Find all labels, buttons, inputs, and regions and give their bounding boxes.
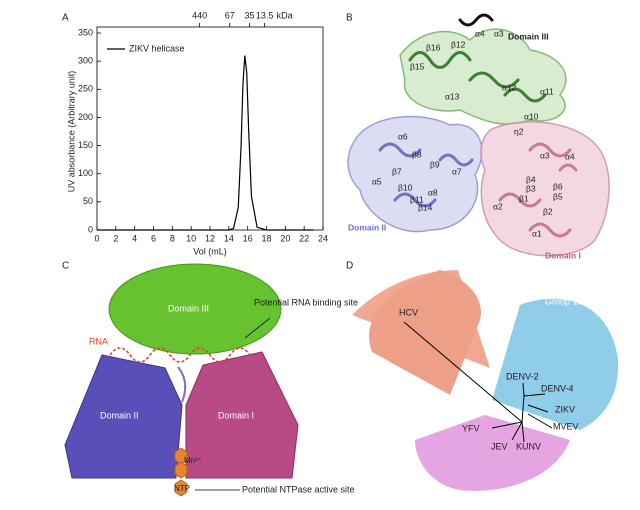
x2-tick-label: 67 bbox=[225, 10, 235, 20]
x2-tick-label: 35 bbox=[245, 10, 255, 20]
ss-label: α4 bbox=[475, 28, 485, 38]
leaf-label: ZIKV bbox=[555, 404, 575, 414]
ss-label: β10 bbox=[398, 182, 413, 192]
ss-label: α10 bbox=[524, 111, 539, 121]
legend-label: ZIKV helicase bbox=[129, 43, 185, 53]
leaf-label: YFV bbox=[462, 423, 480, 433]
tree-diagram: Group 2 Group 1a Group 1b HCV DENV-2 DEN… bbox=[352, 270, 619, 491]
ss-label: β1 bbox=[519, 193, 529, 203]
x-tick-label: 4 bbox=[132, 233, 137, 243]
y-tick-label: 350 bbox=[78, 27, 93, 37]
domain-label: Domain III bbox=[168, 303, 209, 313]
ss-label: β9 bbox=[430, 159, 440, 169]
y-axis-label: UV absorbance (Arbitrary unit) bbox=[66, 71, 76, 193]
x-tick-label: 18 bbox=[261, 233, 271, 243]
x-tick-label: 12 bbox=[205, 233, 215, 243]
panel-label: A bbox=[62, 13, 69, 24]
plot-frame bbox=[96, 26, 324, 231]
ss-label: α5 bbox=[372, 176, 382, 186]
panel-label: D bbox=[346, 261, 353, 272]
domain-label: Domain III bbox=[508, 31, 549, 41]
annotation: Mn²⁺ bbox=[184, 456, 202, 465]
y-tick-label: 200 bbox=[78, 112, 93, 122]
leaf-label: JEV bbox=[491, 441, 508, 451]
ss-label: β8 bbox=[412, 149, 422, 159]
annotation: Potential NTPase active site bbox=[242, 484, 355, 494]
x-tick-label: 20 bbox=[280, 233, 290, 243]
annotation: NTP bbox=[174, 484, 190, 493]
chart: 0 2 4 6 8 10 12 14 16 18 20 22 240501001502002503003… bbox=[66, 10, 328, 256]
x-tick-label: 2 bbox=[113, 233, 118, 243]
leaf-label: DENV-2 bbox=[506, 371, 539, 381]
ss-label: β4 bbox=[526, 174, 536, 184]
y-tick-label: 300 bbox=[78, 56, 93, 66]
ss-label: α7 bbox=[452, 166, 462, 176]
group-label: Group 1a bbox=[545, 296, 583, 306]
y-tick-label: 0 bbox=[88, 224, 93, 234]
x-tick-label: 6 bbox=[151, 233, 156, 243]
ss-label: β11 bbox=[410, 194, 424, 204]
y-tick-label: 250 bbox=[78, 84, 93, 94]
y-tick-label: 50 bbox=[83, 196, 93, 206]
group-label: Group 1b bbox=[400, 476, 438, 486]
group-label: Group 2 bbox=[353, 277, 386, 287]
ss-label: β14 bbox=[418, 202, 433, 212]
x2-axis-label: kDa bbox=[277, 10, 293, 20]
ss-label: α13 bbox=[445, 91, 460, 101]
model-diagram: Domain III Potential RNA binding site RN… bbox=[64, 263, 358, 497]
panel-label: C bbox=[62, 261, 69, 272]
ss-label: η2 bbox=[514, 126, 524, 136]
y-tick-label: 150 bbox=[78, 140, 93, 150]
ss-label: α3 bbox=[494, 28, 504, 38]
ss-label: α3 bbox=[540, 150, 550, 160]
ss-label: β6 bbox=[553, 181, 563, 191]
ss-label: α4 bbox=[565, 151, 575, 161]
ss-label: α12 bbox=[502, 82, 517, 92]
ss-label: β5 bbox=[553, 191, 563, 201]
leaf-label: KUNV bbox=[516, 441, 541, 451]
domain-label: Domain II bbox=[348, 222, 386, 232]
x-tick-label: 16 bbox=[243, 233, 253, 243]
ss-label: β15 bbox=[410, 61, 425, 71]
ss-label: β2 bbox=[543, 206, 553, 216]
leaf-label: HCV bbox=[399, 307, 418, 317]
ss-label: α11 bbox=[540, 86, 554, 96]
ss-label: α8 bbox=[428, 187, 438, 197]
ss-label: α6 bbox=[398, 131, 408, 141]
x2-tick-label: 13.5 bbox=[256, 10, 274, 20]
x2-tick-label: 440 bbox=[192, 10, 207, 20]
data-line bbox=[97, 55, 314, 231]
y-tick-label: 100 bbox=[78, 168, 93, 178]
x-tick-label: 10 bbox=[186, 233, 196, 243]
ss-label: β16 bbox=[426, 42, 441, 52]
x-tick-label: 22 bbox=[299, 233, 309, 243]
domain-label: Domain I bbox=[218, 410, 254, 420]
x-tick-label: 0 bbox=[94, 233, 99, 243]
ss-label: β3 bbox=[526, 183, 536, 193]
leaf-label: DENV-4 bbox=[541, 383, 574, 393]
x-tick-label: 14 bbox=[224, 233, 234, 243]
annotation: Potential RNA binding site bbox=[254, 297, 358, 307]
leaf-label: MVEV bbox=[553, 421, 579, 431]
domain-label: Domain I bbox=[545, 250, 581, 260]
ss-label: β12 bbox=[451, 39, 466, 49]
panel-label: B bbox=[346, 13, 353, 24]
ss-label: α2 bbox=[493, 201, 503, 211]
structure-image: Domain III Domain II Domain I α4 α3 β16 … bbox=[347, 13, 610, 260]
domain-label: Domain II bbox=[100, 410, 139, 420]
x-axis-label: Vol (mL) bbox=[193, 246, 227, 256]
ss-label: β7 bbox=[392, 166, 402, 176]
x-tick-label: 8 bbox=[170, 233, 175, 243]
x-tick-label: 24 bbox=[318, 233, 328, 243]
ss-label: α1 bbox=[532, 228, 542, 238]
annotation: RNA bbox=[89, 336, 108, 346]
